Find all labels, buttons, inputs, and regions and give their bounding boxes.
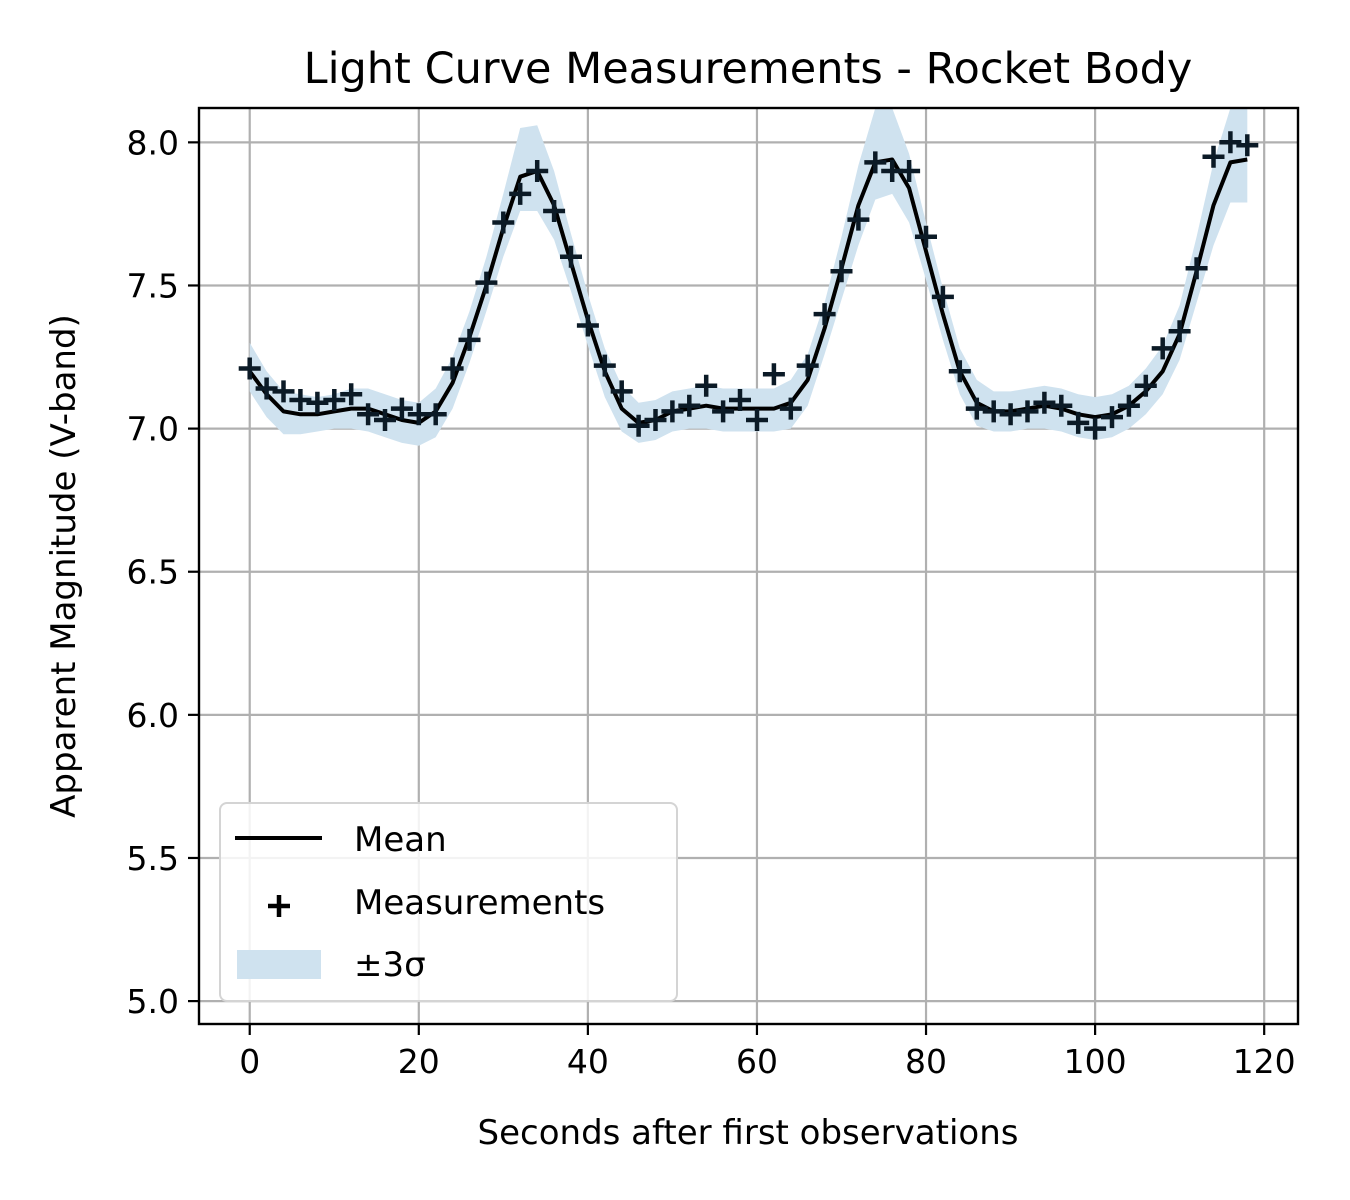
x-tick-label: 20	[398, 1042, 440, 1081]
legend-measurements-label: Measurements	[354, 883, 605, 923]
measurement-point	[492, 211, 515, 234]
measurement-point	[610, 380, 633, 403]
measurement-point	[1033, 391, 1056, 414]
measurement-point	[289, 389, 312, 411]
measurement-point	[982, 400, 1005, 423]
measurement-point	[509, 182, 532, 205]
x-tick-label: 100	[1064, 1042, 1127, 1081]
measurement-point	[864, 151, 887, 174]
mean-line	[248, 157, 1248, 425]
measurement-point	[1084, 417, 1107, 440]
x-tick-label: 80	[905, 1042, 947, 1081]
measurement-point	[593, 354, 616, 377]
legend: Mean Measurements ±3σ	[219, 802, 678, 1002]
measurement-point	[340, 383, 363, 406]
measurement-point	[424, 403, 447, 426]
measurement-point	[1101, 406, 1123, 429]
measurement-point	[441, 357, 464, 380]
measurement-point	[1219, 131, 1242, 154]
measurement-point	[543, 200, 566, 222]
x-axis: 0 20 40 60 80 100 120	[239, 1024, 1296, 1081]
legend-measurements-swatch	[268, 895, 290, 917]
measurement-point	[678, 394, 701, 417]
measurement-point	[762, 363, 785, 386]
sigma-band	[249, 108, 1248, 446]
measurement-point	[746, 409, 768, 431]
measurement-point	[255, 377, 278, 400]
measurement-point	[1117, 394, 1140, 417]
measurement-point	[357, 403, 380, 426]
x-tick-label: 60	[736, 1042, 778, 1081]
y-tick-label: 5.5	[127, 839, 179, 878]
measurement-point	[323, 389, 346, 411]
chart-title: Light Curve Measurements - Rocket Body	[304, 44, 1193, 94]
measurement-point	[306, 391, 329, 414]
measurement-point	[526, 160, 549, 182]
y-tick-label: 5.0	[127, 982, 179, 1021]
measurement-point	[644, 409, 667, 431]
y-tick-label: 6.0	[127, 696, 179, 735]
measurement-point	[576, 314, 599, 337]
measurement-point	[830, 260, 853, 283]
measurement-point	[560, 245, 582, 268]
measurement-point	[272, 380, 295, 403]
legend-box	[219, 802, 678, 1002]
measurement-point	[1168, 320, 1191, 343]
measurement-point	[847, 208, 870, 231]
measurement-point	[729, 389, 751, 411]
measurement-point	[1185, 257, 1208, 280]
measurement-point	[238, 357, 261, 380]
y-tick-label: 6.5	[127, 553, 179, 592]
measurement-point	[898, 160, 921, 182]
measurement-point	[1202, 145, 1225, 168]
y-tick-label: 7.5	[127, 266, 179, 305]
measurement-point	[1134, 374, 1157, 397]
y-axis-title: Apparent Magnitude (V-band)	[44, 314, 84, 818]
measurement-point	[695, 374, 718, 397]
measurement-point	[475, 271, 498, 294]
measurement-point	[1050, 394, 1073, 417]
measurement-point	[374, 409, 396, 431]
y-axis: 5.0 5.5 6.0 6.5 7.0 7.5 8.0	[127, 123, 199, 1021]
x-tick-label: 40	[567, 1042, 609, 1081]
measurement-markers	[238, 131, 1259, 440]
legend-band-swatch	[237, 950, 321, 979]
legend-band-label: ±3σ	[354, 945, 426, 985]
x-tick-label: 0	[239, 1042, 260, 1081]
measurement-point	[796, 354, 819, 377]
measurement-point	[1236, 134, 1259, 157]
y-tick-label: 7.0	[127, 410, 179, 449]
legend-mean-label: Mean	[354, 820, 447, 860]
measurement-point	[627, 414, 650, 437]
mean-line-layer	[248, 157, 1248, 425]
measurement-point	[1067, 411, 1090, 434]
plot-area	[197, 106, 1300, 1026]
sigma-band-layer	[249, 108, 1248, 446]
measurement-point	[1016, 400, 1039, 423]
x-axis-title: Seconds after first observations	[478, 1113, 1019, 1153]
measurement-point	[1151, 337, 1174, 360]
measurement-point	[813, 303, 836, 326]
measurement-point	[779, 397, 802, 420]
x-tick-label: 120	[1233, 1042, 1296, 1081]
measurement-point	[661, 400, 684, 423]
measurement-point	[390, 397, 413, 420]
measurement-point	[965, 397, 988, 420]
measurement-point	[915, 225, 937, 248]
measurement-point	[948, 360, 971, 383]
y-tick-label: 8.0	[127, 123, 179, 162]
measurement-point	[458, 328, 481, 351]
plot-frame	[197, 106, 1300, 1026]
measurement-point	[931, 285, 954, 308]
measurement-point	[712, 400, 735, 423]
measurement-point	[999, 403, 1022, 426]
